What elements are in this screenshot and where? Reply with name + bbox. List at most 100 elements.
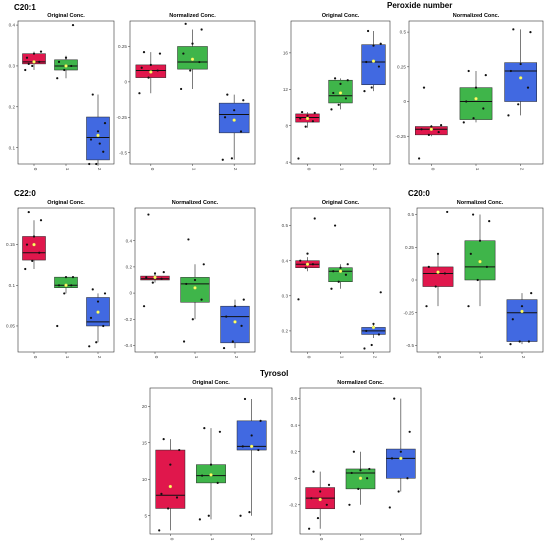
data-point (422, 86, 426, 89)
x-tick-label: 2 (97, 168, 102, 171)
y-tick-label: -0.25 (117, 115, 128, 120)
mean-marker (519, 76, 523, 80)
y-tick-label: 0.3 (9, 64, 16, 69)
data-point (478, 239, 482, 242)
data-point (308, 527, 311, 530)
data-point (319, 490, 322, 493)
y-tick-label: 0.2 (291, 449, 298, 454)
data-point (339, 266, 342, 269)
box-group-2 (504, 28, 537, 117)
x-tick-label: 0 (319, 538, 324, 541)
data-point (507, 114, 510, 117)
data-point (370, 86, 373, 89)
box (386, 448, 416, 479)
box-group-1 (459, 69, 493, 124)
y-tick-label: -0.5 (119, 150, 127, 155)
mean-marker (193, 286, 197, 290)
y-tick-label: -0.5 (406, 343, 414, 348)
data-point (64, 276, 68, 279)
data-point (250, 434, 253, 437)
data-point (158, 529, 161, 532)
box-group-1 (464, 213, 496, 308)
data-point (330, 287, 333, 290)
box (459, 87, 493, 120)
data-point (434, 285, 437, 288)
y-tick-label: 0.2 (126, 265, 133, 270)
data-point (178, 448, 181, 452)
chart-panel-6: Original Conc. 0.2 0.3 0.4 0.5 0 1 2 (282, 200, 391, 359)
data-point (474, 86, 478, 89)
panel-title: Original Conc. (322, 13, 360, 19)
data-point (153, 272, 157, 275)
data-point (96, 300, 100, 303)
data-point (31, 259, 34, 262)
data-point (142, 305, 146, 308)
panel-title: Normalized Conc. (457, 200, 504, 206)
panel-title: Normalized Conc. (453, 13, 500, 19)
box-group-1 (177, 22, 208, 91)
data-point (365, 329, 368, 333)
data-point (300, 110, 304, 114)
chart-panel-4: Original Conc. 0.05 0.1 0.15 0 1 2 (6, 200, 115, 359)
data-point (332, 270, 335, 273)
data-point (248, 510, 251, 514)
data-point (140, 66, 143, 69)
x-tick-label: 0 (150, 168, 155, 171)
data-point (160, 277, 163, 280)
x-tick-label: 2 (521, 356, 526, 359)
data-point (243, 397, 247, 401)
x-tick-label: 0 (437, 356, 442, 359)
box (180, 277, 210, 303)
data-point (311, 120, 315, 123)
x-tick-label: 1 (475, 168, 480, 171)
data-point (363, 90, 366, 93)
y-tick-label: 8 (285, 123, 288, 128)
y-tick-label: 0 (124, 79, 127, 84)
data-point (482, 107, 485, 110)
y-tick-label: 0.4 (282, 258, 289, 263)
mean-marker (358, 476, 363, 480)
x-tick-label: 2 (251, 538, 256, 541)
data-point (304, 125, 307, 128)
data-point (151, 281, 154, 284)
mean-marker (436, 270, 440, 274)
data-point (242, 298, 245, 301)
box-group-0 (135, 51, 167, 95)
box-group-2 (386, 397, 416, 509)
x-tick-label: 1 (210, 538, 215, 541)
data-point (393, 397, 396, 400)
data-point (399, 450, 402, 453)
data-point (184, 22, 187, 25)
data-point (218, 430, 222, 433)
data-point (427, 133, 430, 136)
data-point (397, 490, 400, 493)
data-point (485, 265, 488, 269)
data-point (372, 322, 375, 326)
data-point (103, 122, 107, 125)
x-tick-label: 1 (360, 538, 365, 541)
mean-marker (149, 70, 153, 74)
data-point (346, 79, 349, 82)
data-point (32, 235, 36, 238)
data-point (102, 324, 105, 328)
data-point (180, 87, 183, 91)
data-point (189, 69, 192, 72)
x-tick-label: 2 (233, 168, 238, 171)
box-group-2 (86, 93, 110, 166)
group-title-c22-0: C22:0 (14, 189, 36, 198)
data-point (221, 158, 224, 161)
data-point (191, 42, 194, 45)
mean-marker (318, 497, 322, 502)
box-group-0 (155, 438, 186, 532)
data-point (518, 340, 521, 343)
y-tick-label: 0 (403, 99, 406, 104)
data-point (156, 69, 159, 72)
x-tick-label: 0 (430, 168, 435, 171)
y-tick-label: -0.2 (124, 317, 132, 322)
data-point (200, 298, 203, 301)
data-point (370, 343, 373, 347)
y-tick-label: 12 (283, 87, 289, 92)
data-point (297, 298, 300, 301)
data-point (352, 450, 355, 453)
